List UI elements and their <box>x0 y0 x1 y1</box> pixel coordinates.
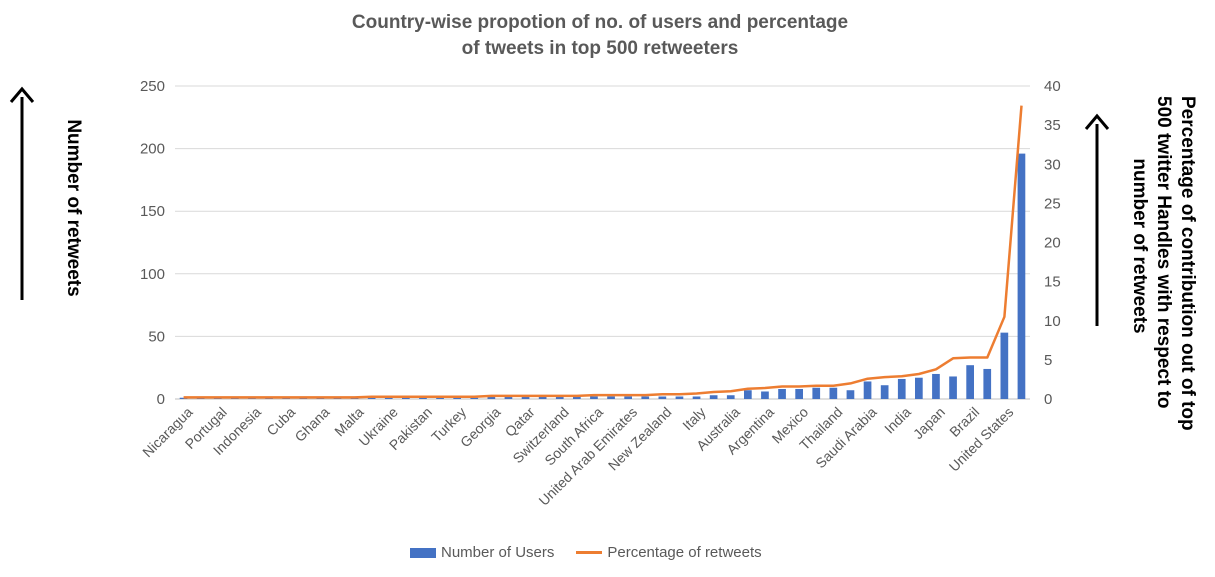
bar-number-of-users <box>624 396 632 399</box>
bar-number-of-users <box>709 395 718 399</box>
right-axis-tick-label: 20 <box>1044 235 1061 252</box>
left-arrow-icon-head <box>9 86 35 103</box>
right-axis-tick-label: 0 <box>1044 391 1052 408</box>
left-axis-tick-label: 200 <box>140 141 165 158</box>
bar-number-of-users <box>367 397 376 399</box>
bar-number-of-users <box>641 396 650 399</box>
right-axis-title-line-3: number of retweets <box>1129 158 1150 334</box>
left-axis-title: Number of retweets <box>61 119 85 296</box>
bar-number-of-users <box>880 385 889 399</box>
left-axis-tick-label: 0 <box>157 391 165 408</box>
right-axis-tick-label: 25 <box>1044 195 1061 212</box>
bar-number-of-users <box>453 397 461 399</box>
bar-number-of-users <box>829 387 838 399</box>
bar-number-of-users <box>538 396 547 399</box>
bar-number-of-users <box>795 388 803 399</box>
bar-number-of-users <box>949 376 957 399</box>
bar-number-of-users <box>983 368 992 399</box>
x-tick-label: Japan <box>910 404 948 442</box>
right-axis-title-line-1: Percentage of contribution out of top <box>1177 96 1198 431</box>
x-tick-label: Ghana <box>291 404 332 445</box>
right-arrow-icon-head <box>1084 113 1110 130</box>
x-tick-label: India <box>881 404 914 437</box>
left-axis-tick-label: 100 <box>140 266 165 283</box>
bar-number-of-users <box>675 396 684 399</box>
chart-title-line-1: Country-wise propotion of no. of users a… <box>351 12 849 33</box>
legend-swatch-users <box>410 547 436 558</box>
bar-number-of-users <box>846 390 855 399</box>
bar-number-of-users <box>179 397 188 399</box>
right-axis-title-line-2: 500 twitter Handles with respect to <box>1153 96 1174 409</box>
bar-number-of-users <box>932 373 940 399</box>
bar-number-of-users <box>915 377 923 399</box>
bar-number-of-users <box>487 396 496 399</box>
legend-swatch-retweets <box>576 551 603 554</box>
left-axis-tick-label: 150 <box>140 203 165 220</box>
bar-number-of-users <box>607 396 615 399</box>
bar-number-of-users <box>402 397 410 399</box>
legend-item-users: Number of Users <box>410 544 554 561</box>
x-tick-label: Nicaragua <box>139 404 196 461</box>
x-tick-label: Italy <box>679 404 708 433</box>
bar-number-of-users <box>761 391 769 399</box>
bar-number-of-users <box>692 396 701 399</box>
left-axis-tick-label: 50 <box>148 328 165 345</box>
bar-number-of-users <box>470 397 479 399</box>
bar-number-of-users <box>658 396 667 399</box>
right-axis-tick-label: 40 <box>1044 78 1061 95</box>
right-axis-tick-label: 10 <box>1044 313 1061 330</box>
line-percentage-of-retweets <box>183 105 1023 399</box>
bar-number-of-users <box>384 397 393 399</box>
bar-number-of-users <box>897 378 906 399</box>
legend-item-retweets: Percentage of retweets <box>576 544 762 561</box>
bar-number-of-users <box>555 396 564 399</box>
bar-number-of-users <box>436 397 444 399</box>
bar-number-of-users <box>966 365 974 399</box>
bar-number-of-users <box>504 396 513 399</box>
bar-number-of-users <box>521 396 530 399</box>
bar-number-of-users <box>744 390 752 399</box>
bar-number-of-users <box>812 387 821 399</box>
right-axis-tick-label: 35 <box>1044 117 1061 134</box>
bar-number-of-users <box>1017 153 1026 399</box>
chart-title: Country-wise propotion of no. of users a… <box>250 10 950 62</box>
bar-number-of-users <box>590 396 598 399</box>
left-axis-tick-label: 250 <box>140 78 165 95</box>
bar-number-of-users <box>726 395 735 399</box>
right-axis-tick-label: 5 <box>1044 352 1052 369</box>
left-axis-title-text: Number of retweets <box>63 119 84 297</box>
bar-number-of-users <box>573 396 581 399</box>
right-axis-tick-label: 15 <box>1044 274 1061 291</box>
legend: Number of Users Percentage of retweets <box>410 544 784 561</box>
chart-title-line-2: of tweets in top 500 retweeters <box>461 38 739 59</box>
bar-number-of-users <box>778 388 786 399</box>
right-axis-tick-label: 30 <box>1044 156 1061 173</box>
legend-label-retweets: Percentage of retweets <box>607 544 762 561</box>
legend-label-users: Number of Users <box>441 544 555 561</box>
right-axis-title: Percentage of contribution out of top 50… <box>1127 96 1199 431</box>
bar-number-of-users <box>1000 332 1009 399</box>
bar-number-of-users <box>863 381 872 399</box>
bar-number-of-users <box>419 397 427 399</box>
